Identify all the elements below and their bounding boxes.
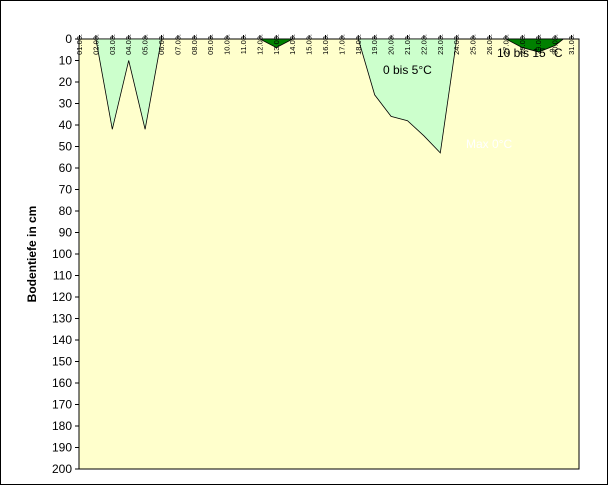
area-series-4 [505, 38, 565, 53]
x-tick-label: 21.03. [403, 34, 412, 55]
x-tick-label: 15.03. [305, 34, 314, 55]
x-tick-label: 20.03. [387, 34, 396, 55]
y-axis: 0 10 20 30 40 50 60 70 80 90 100 110 120 130 140 150 160… [52, 32, 79, 476]
x-axis: 01.03. 02.03. 03.03. 04.03. 05.03. 06.03. 07.0… [75, 34, 576, 55]
y-tick-label: 110 [53, 269, 72, 283]
x-tick-label: 17.03. [337, 34, 346, 55]
x-tick-label: 30.03. [551, 34, 560, 55]
x-tick-label: 25.03. [469, 34, 478, 55]
annotation-group: 0 bis 5°C 10 bis 15 °C Max 0°C [383, 46, 563, 151]
x-tick-label: 08.03. [190, 34, 199, 55]
y-tick-label: 40 [59, 118, 73, 132]
x-tick-label: 28.03. [518, 34, 527, 55]
x-tick-label: 03.03. [108, 34, 117, 55]
y-tick-label: 70 [59, 183, 73, 197]
x-tick-label: 04.03. [124, 34, 133, 55]
x-tick-label: 05.03. [141, 34, 150, 55]
y-tick-label: 80 [59, 204, 73, 218]
x-tick-label: 29.03. [534, 34, 543, 55]
x-tick-label: 23.03. [436, 34, 445, 55]
x-tick-label: 22.03. [419, 34, 428, 55]
x-tick-label: 02.03. [91, 34, 100, 55]
x-tick-label: 24.03. [452, 34, 461, 55]
x-tick-label: 13.03. [272, 34, 281, 55]
x-tick-label: 18.03. [354, 34, 363, 55]
y-tick-label: 10 [59, 54, 73, 68]
y-axis-title: Bodentiefe in cm [25, 206, 39, 303]
y-tick-label: 160 [52, 376, 72, 390]
x-tick-label: 26.03. [485, 34, 494, 55]
y-tick-label: 190 [52, 441, 72, 455]
x-tick-label: 07.03. [173, 34, 182, 55]
y-tick-label: 50 [59, 140, 73, 154]
area-series-2 [357, 38, 458, 154]
x-tick-label: 11.03. [239, 34, 248, 54]
annotation-label: 10 bis 15 °C [497, 46, 563, 60]
x-tick-label: 14.03. [288, 34, 297, 55]
x-tick-label: 27.03. [501, 34, 510, 55]
annotation-label: 0 bis 5°C [383, 63, 432, 77]
y-tick-label: 130 [52, 312, 72, 326]
y-tick-label: 150 [52, 355, 72, 369]
y-tick-label: 60 [59, 161, 73, 175]
y-tick-label: 200 [52, 462, 72, 476]
y-tick-label: 180 [52, 419, 72, 433]
x-tick-label: 10.03. [223, 34, 232, 55]
annotation-label: Max 0°C [466, 137, 512, 151]
x-tick-label: 01.03. [75, 34, 84, 55]
y-tick-label: 0 [65, 32, 72, 46]
y-tick-label: 30 [59, 97, 73, 111]
y-tick-label: 90 [59, 226, 73, 240]
y-tick-label: 20 [59, 75, 73, 89]
x-tick-label: 12.03. [255, 34, 264, 55]
y-tick-label: 140 [52, 333, 72, 347]
x-tick-label: 16.03. [321, 34, 330, 55]
x-tick-label: 06.03. [157, 34, 166, 55]
x-tick-label: 31.03. [567, 34, 576, 55]
y-tick-label: 100 [52, 247, 72, 261]
y-tick-label: 170 [52, 398, 72, 412]
x-tick-label: 19.03. [370, 34, 379, 55]
plot-area [78, 38, 580, 470]
x-tick-label: 09.03. [206, 34, 215, 55]
area-series-1 [95, 38, 162, 130]
area-series-group [95, 38, 565, 154]
y-tick-label: 120 [52, 290, 72, 304]
